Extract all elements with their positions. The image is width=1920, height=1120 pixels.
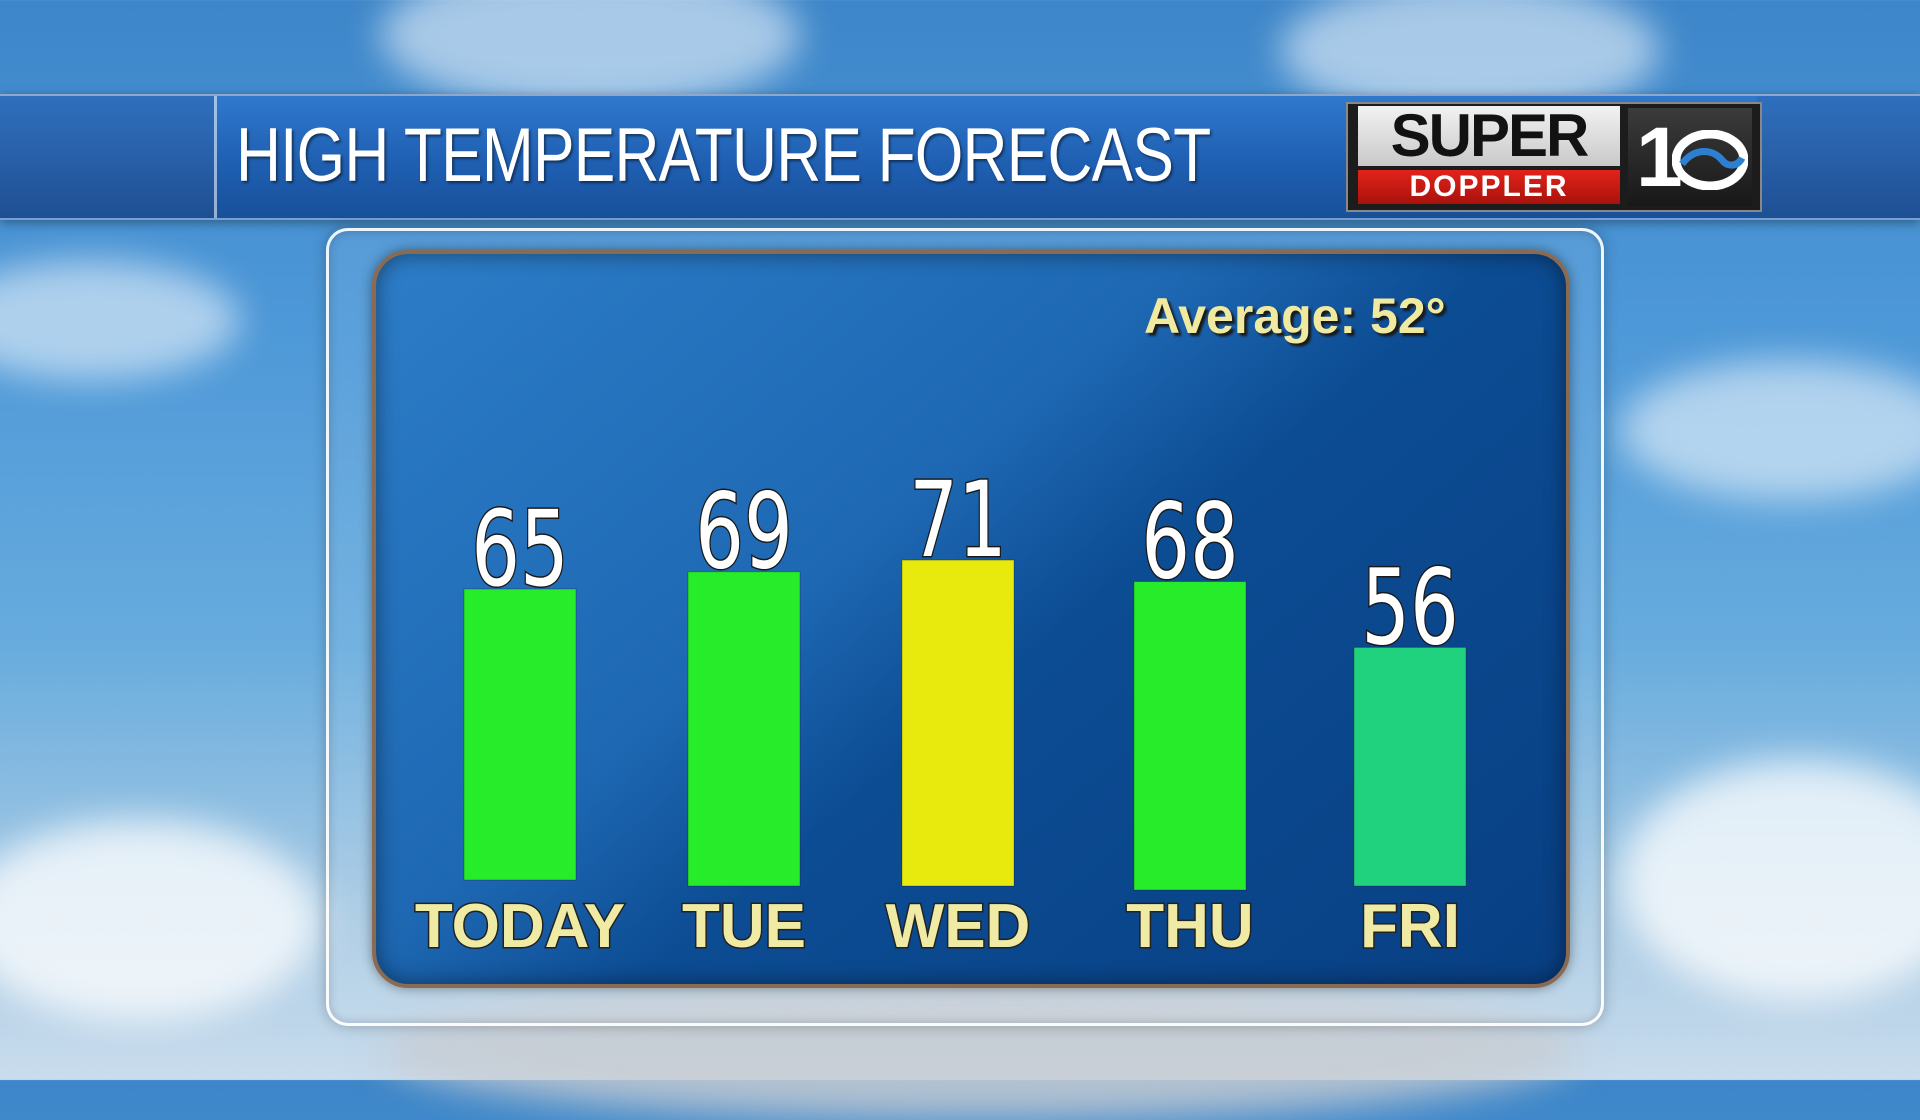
bar-fri: [1353, 646, 1467, 887]
day-label: FRI: [1360, 892, 1460, 961]
bar-chart: 65 TODAY 69 TUE 71 WED 68 THU 56 FRI: [413, 460, 1467, 963]
wave-icon: [1672, 130, 1748, 190]
day-label: THU: [1126, 892, 1253, 961]
bar-value-label: 68: [1141, 482, 1239, 602]
bar-value-label: 56: [1361, 548, 1459, 668]
logo-channel-mark: 1: [1628, 108, 1752, 206]
day-label: TODAY: [415, 892, 625, 961]
logo-doppler-text: DOPPLER: [1358, 170, 1620, 204]
logo-super-text: SUPER: [1358, 106, 1620, 166]
cloud: [1620, 760, 1920, 1000]
page-title: HIGH TEMPERATURE FORECAST: [236, 113, 1211, 198]
cloud: [1620, 360, 1920, 500]
bar-value-label: 65: [471, 490, 569, 610]
average-temperature: Average: 52°: [1144, 288, 1446, 344]
day-label: WED: [886, 892, 1031, 961]
station-logo: SUPER DOPPLER 1: [1346, 102, 1762, 212]
cloud: [0, 820, 320, 1020]
bar-wed: [901, 559, 1015, 887]
bar-thu: [1133, 581, 1247, 891]
bar-tue: [687, 571, 801, 887]
day-label: TUE: [682, 892, 806, 961]
bar-value-label: 69: [695, 473, 793, 593]
cloud: [0, 260, 240, 380]
bar-today: [463, 588, 577, 881]
bar-value-label: 71: [909, 461, 1007, 581]
